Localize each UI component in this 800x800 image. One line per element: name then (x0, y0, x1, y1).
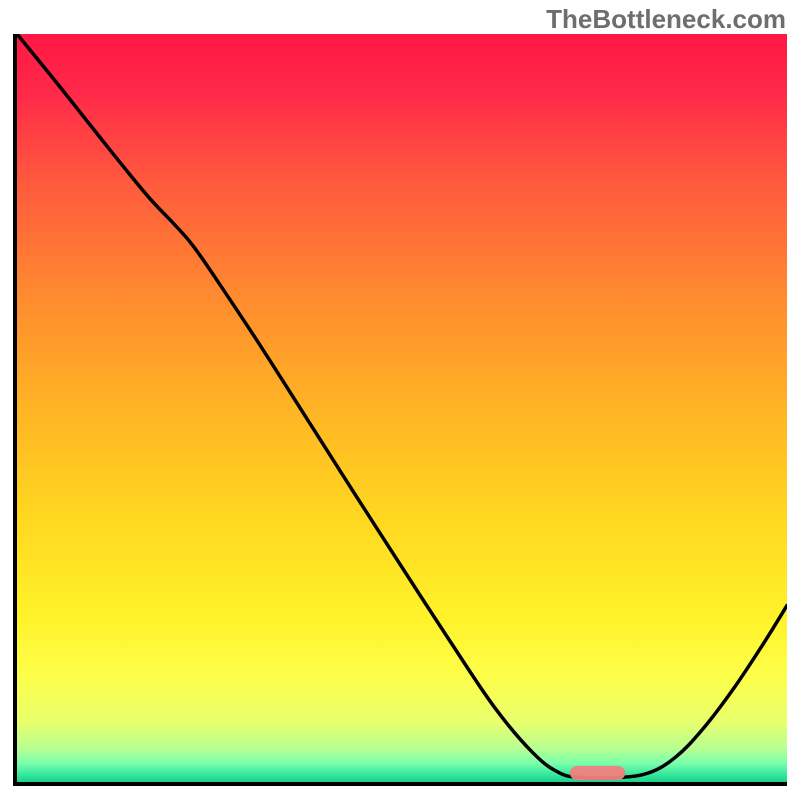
watermark-text: TheBottleneck.com (546, 4, 786, 35)
plot-area (13, 34, 787, 786)
trough-marker (570, 766, 625, 780)
chart-svg (17, 34, 787, 782)
gradient-background (17, 34, 787, 782)
chart-container: TheBottleneck.com (0, 0, 800, 800)
